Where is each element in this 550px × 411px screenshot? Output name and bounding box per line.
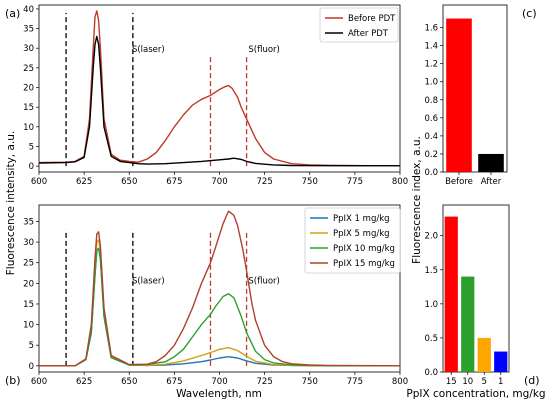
panel-c-y-tick-label: 1.2 [424, 60, 438, 70]
panel-a-y-tick-label: 20 [23, 84, 34, 94]
panel-a-series-line-1 [38, 35, 400, 167]
legend-label-before-pdt: Before PDT [348, 14, 396, 24]
panel-c-y-tick-label: 0.6 [424, 114, 438, 124]
panel-c-y-tick-label: 1.6 [424, 24, 438, 34]
legend-label-ppix-15: PpIX 15 mg/kg [333, 259, 395, 269]
panel-d-label: (d) [524, 374, 540, 387]
panel-d-y-tick-label: 0.0 [424, 368, 438, 378]
panel-a-y-tick-label: 30 [23, 44, 34, 54]
panel-d-y-tick-label: 0.5 [424, 334, 438, 344]
panel-b-x-tick-label: 750 [302, 377, 318, 387]
panel-d-bar-3 [494, 351, 508, 372]
panel-b-x-tick-label: 775 [347, 377, 363, 387]
panel-b: 600 625 650 675 700 725 750 775 800 0 5 10 15 20 25 30 3… [5, 204, 408, 400]
panel-b-x-tick-label: 650 [121, 377, 137, 387]
panel-c-label: (c) [522, 7, 537, 20]
panel-c-x-tick-label: After [481, 177, 502, 187]
legend-label-ppix-10: PpIX 10 mg/kg [333, 244, 395, 254]
panel-b-y-tick-label: 15 [23, 300, 34, 310]
panel-a-y-tick-label: 25 [23, 64, 34, 74]
panel-a-x-tick-label: 725 [257, 177, 273, 187]
legend-label-ppix-1: PpIX 1 mg/kg [333, 214, 390, 224]
panel-a-y-tick-label: 10 [23, 123, 34, 133]
panel-b-x-tick-label: 625 [76, 377, 92, 387]
panel-b-y-tick-label: 5 [29, 341, 34, 351]
panel-a-y-tick-label: 5 [29, 142, 34, 152]
panel-d-y-tick-label: 1.0 [424, 300, 438, 310]
panel-c-bar-1 [478, 153, 504, 172]
legend-box-b [304, 207, 401, 274]
legend-label-ppix-5: PpIX 5 mg/kg [333, 229, 390, 239]
panel-b-x-tick-label: 700 [211, 377, 227, 387]
panel-a-y-tick-label: 35 [23, 25, 34, 35]
panel-a-x-tick-label: 625 [76, 177, 92, 187]
legend-label-after-pdt: After PDT [348, 29, 389, 39]
panel-b-y-tick-label: 30 [23, 238, 34, 248]
panel-b-x-tick-label: 675 [166, 377, 182, 387]
x-axis-label-b: Wavelength, nm [176, 388, 262, 400]
panel-c-y-tick-label: 1.4 [424, 42, 438, 52]
panel-a-x-tick-label: 750 [302, 177, 318, 187]
panel-d-x-tick-label: 5 [482, 377, 487, 387]
panel-d-plot: 0.0 0.5 1.0 1.5 2.0 15 10 5 1 [424, 204, 510, 387]
panel-d-x-tick-label: 1 [498, 377, 503, 387]
right-y-axis-label: Fluorescence index, a.u. [411, 136, 423, 264]
panel-d-bar-2 [477, 337, 491, 372]
panel-a-y-tick-label: 15 [23, 103, 34, 113]
panel-d-y-tick-label: 2.0 [424, 232, 438, 242]
panel-c-x-tick-label: Before [445, 177, 473, 187]
panel-d-x-tick-label: 15 [446, 377, 457, 387]
panel-d-x-tick-label: 10 [462, 377, 473, 387]
panel-b-legend: PpIX 1 mg/kg PpIX 5 mg/kg PpIX 10 mg/kg … [304, 207, 401, 274]
panel-a-x-tick-label: 775 [347, 177, 363, 187]
panel-d-bar-0 [444, 216, 458, 372]
shared-y-axis-label: Fluorescence intensity, a.u. [5, 131, 17, 275]
panel-a-y-tick-label: 0 [29, 162, 34, 172]
x-axis-label-d: PpIX concentration, mg/kg [406, 388, 545, 400]
panel-a-annotation-0: S(laser) [132, 45, 165, 55]
panel-b-label: (b) [5, 374, 21, 387]
panel-a-y-tick-label: 40 [23, 5, 34, 15]
panel-b-x-tick-label: 725 [257, 377, 273, 387]
panel-a-series-line-0 [38, 10, 400, 167]
panel-c-bar-0 [446, 18, 472, 172]
panel-c-y-tick-label: 0.2 [424, 150, 438, 160]
panel-a-x-tick-label: 650 [121, 177, 137, 187]
panel-c-y-tick-label: 0.0 [424, 168, 438, 178]
panel-b-annotation-0: S(laser) [132, 276, 165, 286]
panel-d-bar-1 [461, 276, 475, 372]
panel-d: 0.0 0.5 1.0 1.5 2.0 15 10 5 1 (d) PpIX concentra… [406, 204, 546, 400]
panel-a-legend: Before PDT After PDT [319, 7, 399, 43]
panel-b-y-tick-label: 0 [29, 362, 34, 372]
panel-b-y-tick-label: 25 [23, 259, 34, 269]
panel-c-plot: 0.0 0.2 0.4 0.6 0.8 1.0 1.2 1.4 1.6 Before After [424, 4, 508, 187]
panel-b-series-line-2 [39, 247, 400, 367]
panel-b-x-tick-label: 800 [392, 377, 408, 387]
panel-b-y-tick-label: 10 [23, 321, 34, 331]
panel-b-series-line-3 [39, 210, 401, 367]
panel-a-x-tick-label: 600 [31, 177, 47, 187]
panel-b-x-tick-label: 600 [31, 377, 47, 387]
panel-c-y-tick-label: 0.8 [424, 96, 438, 106]
panel-c-y-tick-label: 0.4 [424, 132, 438, 142]
panel-b-y-tick-label: 35 [23, 217, 34, 227]
panel-d-y-tick-label: 1.5 [424, 266, 438, 276]
panel-c-y-tick-label: 1.0 [424, 78, 438, 88]
panel-b-y-tick-label: 20 [23, 279, 34, 289]
panel-a: 600 625 650 675 700 725 750 775 800 0 5 10 15 20 25 30 3… [5, 4, 408, 187]
panel-a-annotation-1: S(fluor) [248, 45, 279, 55]
panel-a-x-tick-label: 700 [211, 177, 227, 187]
panel-a-x-tick-label: 800 [392, 177, 408, 187]
panel-a-x-tick-label: 675 [166, 177, 182, 187]
panel-b-annotation-1: S(fluor) [248, 276, 279, 286]
panel-c: 0.0 0.2 0.4 0.6 0.8 1.0 1.2 1.4 1.6 Before After (… [424, 4, 537, 187]
panel-a-label: (a) [5, 7, 20, 20]
